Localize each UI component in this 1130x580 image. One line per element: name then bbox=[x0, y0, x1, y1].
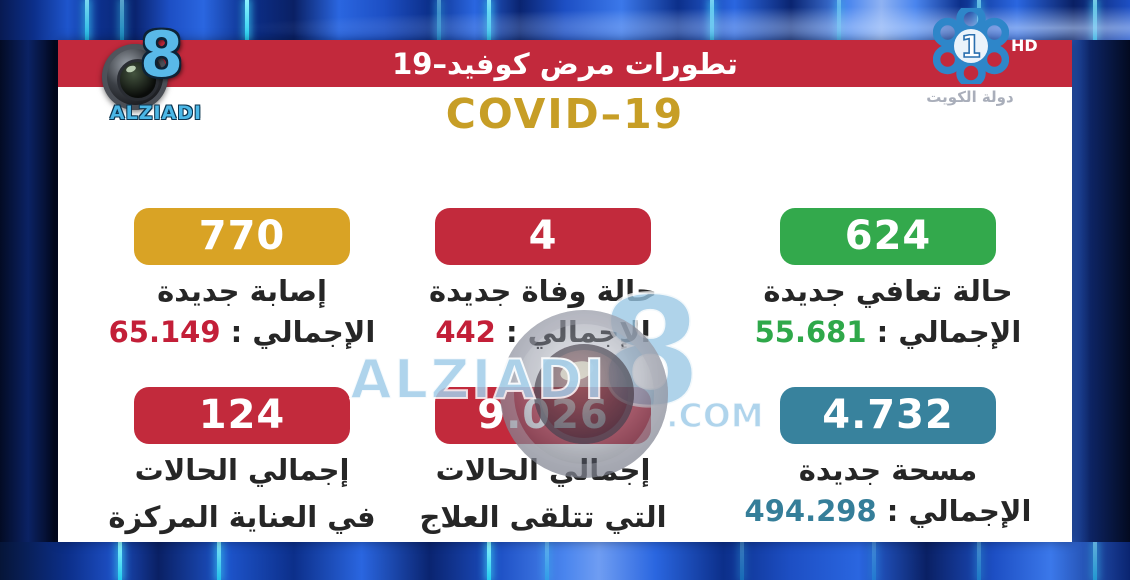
light-streak bbox=[740, 542, 744, 580]
total-value: 494.298 bbox=[744, 494, 877, 528]
total-label: الإجمالي : bbox=[876, 315, 1022, 349]
camera-lens-icon bbox=[102, 44, 168, 110]
ktv1-channel-bug: 1 HD دولة الكويت bbox=[915, 6, 1045, 121]
light-streak bbox=[487, 542, 491, 580]
stat-total: الإجمالي : 494.298 bbox=[738, 491, 1038, 532]
light-streak bbox=[977, 542, 981, 580]
total-label: الإجمالي : bbox=[230, 315, 376, 349]
light-streak bbox=[217, 542, 221, 580]
stat-label: إجمالي الحالات bbox=[134, 453, 350, 487]
stat-cases-under-treatment: 9.026 إجمالي الحالات التي تتلقى العلاج bbox=[393, 387, 693, 538]
stat-value-badge: 4 bbox=[435, 208, 651, 265]
channel-number-glyph: 1 bbox=[961, 30, 982, 65]
total-label: الإجمالي : bbox=[505, 315, 651, 349]
light-streak bbox=[118, 542, 122, 580]
stat-new-infections: 770 إصابة جديدة الإجمالي : 65.149 bbox=[92, 208, 392, 353]
light-streak bbox=[85, 0, 89, 40]
stat-label: إصابة جديدة bbox=[157, 274, 327, 308]
stat-value-badge: 4.732 bbox=[780, 387, 996, 444]
stat-total: الإجمالي : 442 bbox=[393, 312, 693, 353]
light-streak bbox=[487, 0, 491, 40]
light-streak bbox=[437, 0, 441, 40]
stat-label: مسحة جديدة bbox=[798, 453, 978, 487]
light-streak bbox=[710, 0, 714, 40]
light-streak bbox=[1093, 0, 1097, 40]
header-title: تطورات مرض كوفيد–19 bbox=[392, 46, 738, 81]
total-label: الإجمالي : bbox=[886, 494, 1032, 528]
stat-new-recoveries: 624 حالة تعافي جديدة الإجمالي : 55.681 bbox=[738, 208, 1038, 353]
stat-label-line2: التي تتلقى العلاج bbox=[419, 500, 667, 534]
q8-numeral: 8 bbox=[140, 18, 184, 91]
stat-label: حالة تعافي جديدة bbox=[763, 274, 1013, 308]
stat-value-badge: 9.026 bbox=[435, 387, 651, 444]
stat-new-deaths: 4 حالة وفاة جديدة الإجمالي : 442 bbox=[393, 208, 693, 353]
hd-badge: HD bbox=[1011, 36, 1038, 55]
lens-core bbox=[117, 59, 159, 101]
stat-total: الإجمالي : 55.681 bbox=[738, 312, 1038, 353]
total-value: 65.149 bbox=[108, 315, 221, 349]
light-streak bbox=[1093, 542, 1097, 580]
stat-total: الإجمالي : 65.149 bbox=[92, 312, 392, 353]
total-value: 442 bbox=[435, 315, 496, 349]
light-streak bbox=[872, 542, 876, 580]
stat-value-badge: 124 bbox=[134, 387, 350, 444]
header-bar: تطورات مرض كوفيد–19 bbox=[58, 40, 1072, 87]
stat-label: حالة وفاة جديدة bbox=[429, 274, 657, 308]
stat-label: إجمالي الحالات bbox=[435, 453, 651, 487]
stat-label-line2: في العناية المركزة bbox=[108, 500, 376, 534]
ktv1-flower-icon: 1 bbox=[933, 8, 1009, 84]
light-streak bbox=[837, 0, 841, 40]
covid-19-title: COVID–19 bbox=[445, 90, 685, 138]
light-streak bbox=[545, 542, 549, 580]
stat-icu-cases: 124 إجمالي الحالات في العناية المركزة bbox=[92, 387, 392, 538]
stat-value-badge: 770 bbox=[134, 208, 350, 265]
light-streak bbox=[245, 0, 249, 40]
stat-value-badge: 624 bbox=[780, 208, 996, 265]
station-name: ALZIADI bbox=[109, 102, 203, 124]
channel-caption: دولة الكويت bbox=[926, 88, 1014, 106]
alziadi-station-logo: 8 ALZIADI bbox=[96, 18, 216, 132]
backdrop-bottom-strip bbox=[0, 542, 1130, 580]
stat-new-swabs: 4.732 مسحة جديدة الإجمالي : 494.298 bbox=[738, 387, 1038, 532]
total-value: 55.681 bbox=[754, 315, 867, 349]
